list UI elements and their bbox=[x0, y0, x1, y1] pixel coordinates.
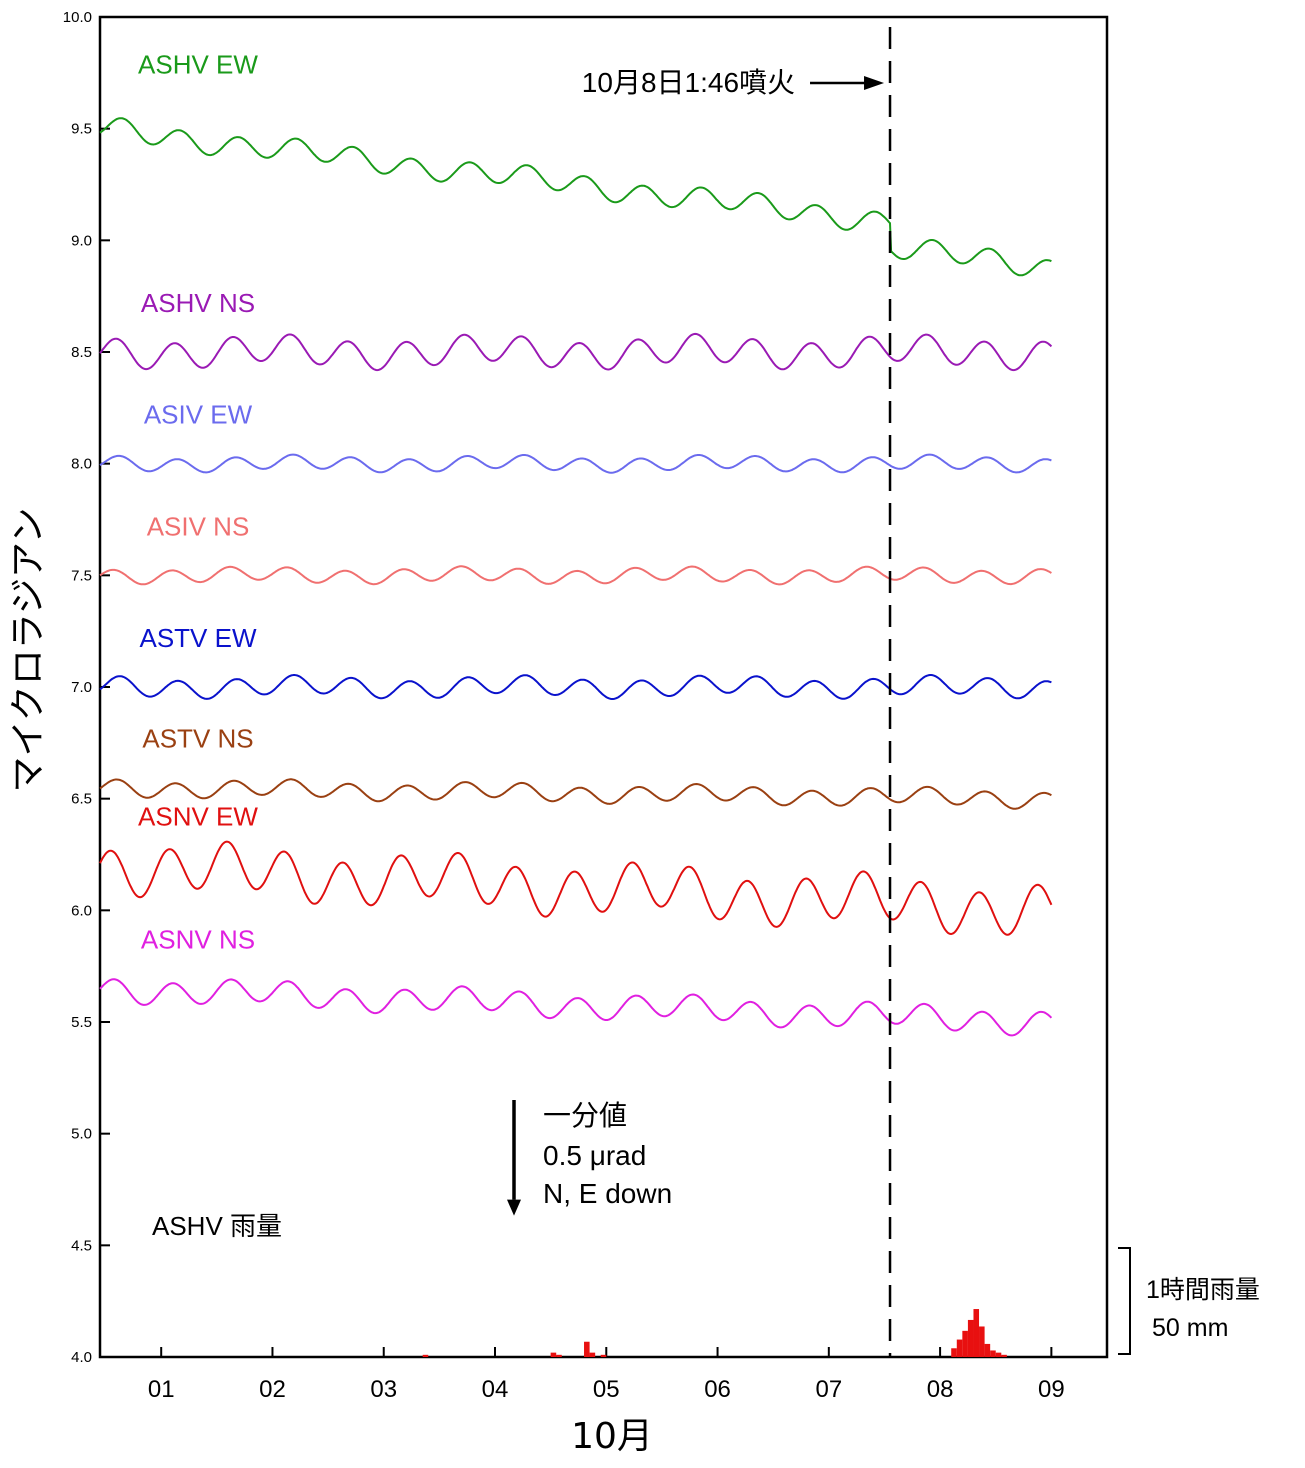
x-tick-label-3: 04 bbox=[482, 1376, 509, 1403]
y-tick-label-2: 9.0 bbox=[71, 232, 92, 249]
x-tick-label-7: 08 bbox=[927, 1376, 954, 1403]
y-tick-label-4: 8.0 bbox=[71, 456, 92, 473]
scale-note-line2: 0.5 μrad bbox=[543, 1140, 646, 1171]
scale-arrowhead bbox=[507, 1199, 521, 1216]
rain-bar-10 bbox=[973, 1309, 980, 1357]
y-tick-label-1: 9.5 bbox=[71, 121, 92, 138]
y-tick-label-10: 5.0 bbox=[71, 1126, 92, 1143]
series-line-1 bbox=[99, 332, 1053, 372]
eruption-arrowhead bbox=[864, 76, 885, 90]
rain-bar-7 bbox=[956, 1339, 963, 1357]
y-tick-label-0: 10.0 bbox=[63, 9, 92, 26]
x-tick-label-6: 07 bbox=[815, 1376, 842, 1403]
y-tick-label-9: 5.5 bbox=[71, 1014, 92, 1031]
rain-scale-value: 50 mm bbox=[1152, 1314, 1228, 1342]
x-tick-label-0: 01 bbox=[148, 1376, 175, 1403]
y-tick-label-8: 6.0 bbox=[71, 902, 92, 919]
rain-scale-bracket bbox=[1118, 1247, 1131, 1355]
y-tick-label-7: 6.5 bbox=[71, 791, 92, 808]
series-line-2 bbox=[99, 453, 1052, 474]
series-label-4: ASTV EW bbox=[139, 623, 256, 653]
rain-bar-11 bbox=[979, 1326, 985, 1357]
rain-bar-13 bbox=[990, 1350, 996, 1357]
eruption-label: 10月8日1:46噴火 bbox=[582, 67, 795, 98]
scale-note-line1: 一分値 bbox=[543, 1100, 627, 1131]
series-label-2: ASIV EW bbox=[144, 400, 253, 430]
rain-bar-9 bbox=[967, 1319, 974, 1357]
series-labels: ASHV EW ASHV NS ASIV EW ASIV NS ASTV EW ASTV … bbox=[138, 50, 258, 955]
series-label-0: ASHV EW bbox=[138, 50, 258, 80]
series-line-4 bbox=[99, 674, 1052, 700]
series-label-5: ASTV NS bbox=[142, 724, 253, 754]
series-label-1: ASHV NS bbox=[141, 288, 255, 318]
x-tick-label-4: 05 bbox=[593, 1376, 620, 1403]
x-axis-title: 10月 bbox=[571, 1416, 653, 1457]
rain-bar-12 bbox=[984, 1343, 991, 1357]
rain-bar-2 bbox=[584, 1341, 590, 1357]
scale-note-line3: N, E down bbox=[543, 1178, 672, 1209]
y-tick-label-11: 4.5 bbox=[71, 1237, 92, 1254]
rain-bar-14 bbox=[995, 1352, 1002, 1357]
x-axis-ticks: 01 02 03 04 05 06 07 08 09 bbox=[148, 1347, 1065, 1403]
rain-bar-15 bbox=[1001, 1354, 1007, 1357]
series-label-6: ASNV EW bbox=[138, 802, 258, 832]
rain-bar-4 bbox=[600, 1354, 607, 1357]
x-tick-label-8: 09 bbox=[1038, 1376, 1065, 1403]
y-axis-ticks: 10.0 9.5 9.0 8.5 8.0 7.5 7.0 6.5 6.0 5.5 5.0 4.5 4.0 bbox=[63, 9, 110, 1366]
rain-bar-3 bbox=[589, 1352, 596, 1357]
rain-bar-1 bbox=[556, 1354, 562, 1357]
x-tick-label-1: 02 bbox=[259, 1376, 286, 1403]
rain-bar-6 bbox=[951, 1348, 957, 1357]
rain-scale-label: 1時間雨量 bbox=[1146, 1276, 1260, 1304]
rain-bar-0 bbox=[550, 1352, 557, 1357]
y-tick-label-5: 7.5 bbox=[71, 567, 92, 584]
x-tick-label-2: 03 bbox=[370, 1376, 397, 1403]
y-tick-label-3: 8.5 bbox=[71, 344, 92, 361]
series-label-7: ASNV NS bbox=[141, 925, 255, 955]
y-axis-title: マイクロラジアン bbox=[8, 507, 49, 792]
rain-bar-8 bbox=[962, 1330, 968, 1357]
rain-bar-5 bbox=[422, 1354, 429, 1357]
x-tick-label-5: 06 bbox=[704, 1376, 731, 1403]
series-line-6 bbox=[99, 840, 1053, 936]
rain-series-label: ASHV 雨量 bbox=[152, 1211, 282, 1241]
y-tick-label-12: 4.0 bbox=[71, 1349, 92, 1366]
series-line-7 bbox=[99, 978, 1053, 1037]
series-line-3 bbox=[99, 565, 1052, 586]
series-line-0 bbox=[99, 117, 1052, 277]
series-line-5 bbox=[99, 778, 1052, 810]
series-lines bbox=[99, 117, 1053, 1037]
y-tick-label-6: 7.0 bbox=[71, 679, 92, 696]
rain-bars bbox=[422, 1309, 1007, 1357]
series-label-3: ASIV NS bbox=[147, 511, 250, 541]
